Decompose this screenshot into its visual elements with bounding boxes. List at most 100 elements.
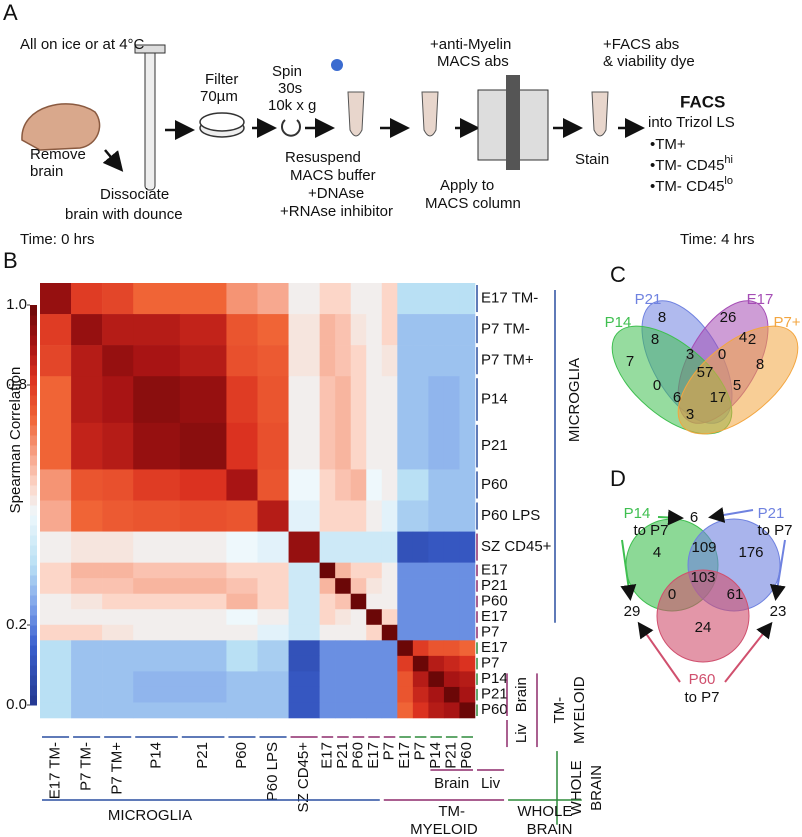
heat-cell [397,500,414,532]
step-text: & viability dye [603,53,695,70]
heat-cell [397,578,414,595]
heat-cell [366,422,383,470]
venn-count: 23 [770,603,787,620]
heat-cell [428,500,445,532]
heat-cell [133,376,181,424]
heat-cell [257,686,289,703]
group-label: MYELOID [571,676,588,744]
step-text: MACS buffer [290,167,376,184]
venn-count: 4 [653,544,661,561]
heat-cell [40,702,72,719]
heat-cell [335,671,352,688]
heat-cell [226,686,258,703]
venn-count: 0 [718,346,726,363]
heat-cell [412,283,429,315]
colorbar-segment [30,485,37,496]
heat-cell [350,578,367,595]
group-label: Brain [513,677,530,712]
col-label: P21 [194,742,211,769]
heat-cell [226,593,258,610]
heat-cell [397,469,414,501]
col-label: E17 [365,742,382,769]
output-text: •TM- CD45 [650,178,724,195]
colorbar-segment [30,395,37,406]
heat-cell [179,422,227,470]
venn-set-label: P14 [605,314,632,331]
facs-title: FACS [680,92,725,111]
step-text: MACS column [425,195,521,212]
panel-label: B [3,248,18,273]
heat-cell [335,624,352,641]
col-label: P60 [458,742,475,769]
heat-cell [459,345,476,377]
heat-cell [257,655,289,672]
heat-cell [397,562,414,579]
row-label: P14 [481,390,508,407]
heat-cell [335,609,352,626]
heat-cell [133,686,181,703]
heat-cell [71,702,103,719]
heat-cell [288,422,320,470]
heat-cell [397,593,414,610]
heat-cell [459,655,476,672]
heat-cell [288,686,320,703]
step-text: Stain [575,151,609,168]
heat-cell [381,578,398,595]
heat-cell [288,609,320,626]
colorbar-segment [30,535,37,546]
heat-cell [459,562,476,579]
heat-cell [412,702,429,719]
heat-cell [381,283,398,315]
heat-cell [428,469,445,501]
heat-cell [335,345,352,377]
heat-cell [288,345,320,377]
heat-cell [288,531,320,563]
heat-cell [319,376,336,424]
heat-cell [428,345,445,377]
arrow [708,507,754,523]
venn-set [656,569,750,663]
colorbar-segment [30,425,37,436]
heat-cell [350,531,367,563]
heat-cell [381,500,398,532]
heat-cell [412,562,429,579]
heat-cell [443,609,460,626]
heat-cell [179,593,227,610]
heat-cell [350,422,367,470]
heat-cell [133,562,181,579]
heat-cell [350,655,367,672]
heat-cell [443,314,460,346]
heat-cell [102,593,134,610]
col-label: P7 TM- [78,742,95,791]
heat-cell [412,345,429,377]
colorbar-segment [30,515,37,526]
heat-cell [288,671,320,688]
colorbar-segment [30,475,37,486]
heat-cell [257,640,289,657]
heat-cell [381,624,398,641]
row-label: P14 [481,670,508,687]
group-label: Brain [434,775,469,792]
heat-cell [71,640,103,657]
heat-cell [257,531,289,563]
venn-count: 0 [668,586,676,603]
heat-cell [40,655,72,672]
heat-cell [366,578,383,595]
step-text: +anti-Myelin [430,36,511,53]
heat-cell [257,422,289,470]
colorbar-tick-label: 0.0 [6,696,27,713]
heat-cell [443,345,460,377]
step-text: brain with dounce [65,206,183,223]
heat-cell [288,702,320,719]
colorbar-tick-label: 0.8 [6,376,27,393]
heat-cell [102,686,134,703]
row-label: P60 [481,701,508,718]
group-label: TM- [438,803,465,820]
heat-cell [288,578,320,595]
heat-cell [71,531,103,563]
step-text: +DNAse [308,185,364,202]
heat-cell [459,609,476,626]
row-label: P60 [481,476,508,493]
heat-cell [350,686,367,703]
arrow [724,621,773,683]
